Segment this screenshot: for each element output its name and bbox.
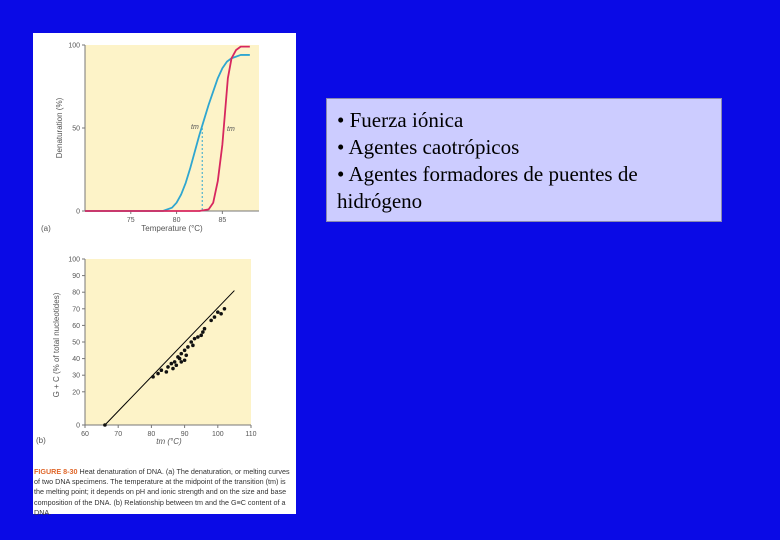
plot-b-series — [103, 290, 235, 427]
plot-b-ytick-label: 80 — [72, 290, 80, 297]
plot-a-red-curve — [85, 45, 250, 212]
figure-caption: FIGURE 8-30 Heat denaturation of DNA. (a… — [34, 467, 294, 518]
plot-b-ytick-label: 90 — [72, 273, 80, 280]
plot-b-point — [182, 358, 187, 363]
plot-b-point — [169, 361, 174, 366]
plot-b-ytick-label: 100 — [68, 257, 80, 264]
plot-b-fit-line — [104, 290, 235, 426]
figure-caption-text: Heat denaturation of DNA. (a) The denatu… — [34, 467, 290, 517]
plot-b-point — [177, 356, 182, 361]
plot-b-xtick-label: 110 — [245, 431, 256, 438]
plot-b-point — [172, 360, 177, 364]
plot-a-panel-label: (a) — [41, 224, 51, 233]
bullet-item: • Fuerza iónica — [337, 108, 464, 132]
plot-b-point — [179, 351, 184, 356]
plot-b-point — [179, 360, 184, 364]
plot-b-point — [166, 365, 170, 369]
plot-b-xtick-label: 70 — [114, 431, 122, 438]
plot-b-point — [164, 370, 169, 374]
bullet-item: • Agentes caotrópicos — [337, 135, 520, 159]
plot-b-ytick-label: 60 — [72, 323, 80, 330]
plot-b-point — [222, 307, 227, 311]
plot-b-xtick-label: 60 — [81, 431, 89, 438]
plot-a-xtick-label: 75 — [127, 217, 135, 224]
plot-b-point — [199, 333, 203, 338]
plot-a-tm-red: tm — [227, 126, 235, 133]
plot-b-point — [216, 310, 220, 314]
plot-b-point — [201, 330, 205, 334]
plot-b-ytick-label: 0 — [76, 423, 80, 430]
plot-a-ytick-label: 100 — [68, 43, 80, 50]
plot-a-xtick-label: 80 — [173, 217, 181, 224]
plot-b-background — [85, 259, 251, 425]
plot-b-point — [219, 311, 223, 316]
plot-b-ytick-label: 20 — [72, 389, 80, 396]
plot-a-xtick-label: 85 — [218, 217, 226, 224]
plot-b-xtick-label: 80 — [148, 431, 156, 438]
plot-b-point — [151, 375, 155, 379]
plot-a-ytick-label: 0 — [76, 209, 80, 216]
plot-b-point — [189, 340, 194, 344]
plot-b-ytick-label: 70 — [72, 306, 80, 313]
plot-a-series — [85, 45, 250, 212]
plot-b-ticks: 60 70 80 90 100 110 0 20 30 40 50 60 70 80 90 100 — [68, 257, 256, 439]
plot-a-background — [85, 45, 259, 211]
plot-a-ylabel: Denaturation (%) — [55, 97, 64, 158]
figure-plots: 75 80 85 0 50 100 (a) Temperature (°C) Denatu… — [36, 43, 259, 446]
plot-b-point — [192, 336, 197, 341]
plot-b-point — [186, 345, 190, 349]
plot-b-ylabel: G + C (% of total nucleotides) — [52, 292, 61, 397]
plot-b-panel-label: (b) — [36, 436, 46, 445]
bullet-list-box: • Fuerza iónica • Agentes caotrópicos • … — [326, 98, 722, 222]
plot-b-point — [156, 371, 160, 376]
plot-b-ytick-label: 40 — [72, 356, 80, 363]
plot-b-ytick-label: 50 — [72, 340, 80, 347]
plot-b-point — [202, 326, 207, 331]
plot-b-xlabel: tm (°C) — [156, 437, 182, 446]
plot-b-point — [171, 366, 175, 371]
figure-caption-label: FIGURE 8-30 — [34, 467, 78, 476]
plot-b-xtick-label: 100 — [212, 431, 224, 438]
plot-b-point — [182, 348, 187, 353]
plot-b-point — [174, 363, 179, 368]
plot-b-point — [209, 318, 213, 323]
bullet-item: • Agentes formadores de puentes de hidró… — [337, 162, 638, 213]
plot-b-point — [196, 335, 200, 339]
plot-a-ytick-label: 50 — [72, 126, 80, 133]
plot-b-point — [191, 343, 195, 348]
plot-b-xtick-label: 90 — [181, 431, 189, 438]
plot-a-xlabel: Temperature (°C) — [141, 224, 203, 233]
plot-b-point — [212, 315, 217, 319]
figure-panel: 75 80 85 0 50 100 (a) Temperature (°C) Denatu… — [33, 33, 296, 517]
plot-b-ytick-label: 30 — [72, 373, 80, 380]
plot-b-point — [184, 353, 189, 358]
plot-b-point — [159, 368, 164, 373]
plot-b-point — [103, 423, 107, 427]
plot-a-tm-blue: tm — [191, 124, 199, 131]
